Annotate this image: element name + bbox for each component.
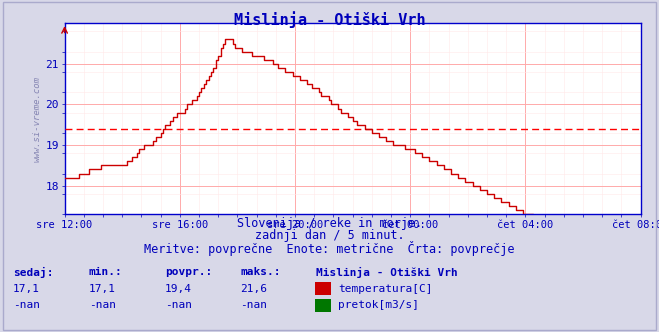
Text: 19,4: 19,4 bbox=[165, 284, 192, 294]
Text: 17,1: 17,1 bbox=[13, 284, 40, 294]
Text: Mislinja - Otiški Vrh: Mislinja - Otiški Vrh bbox=[234, 12, 425, 29]
Text: -nan: -nan bbox=[89, 300, 116, 310]
Text: temperatura[C]: temperatura[C] bbox=[338, 284, 432, 294]
Text: povpr.:: povpr.: bbox=[165, 267, 212, 277]
Text: maks.:: maks.: bbox=[241, 267, 281, 277]
Text: Meritve: povprečne  Enote: metrične  Črta: povprečje: Meritve: povprečne Enote: metrične Črta:… bbox=[144, 241, 515, 256]
Text: min.:: min.: bbox=[89, 267, 123, 277]
Text: -nan: -nan bbox=[165, 300, 192, 310]
Text: sedaj:: sedaj: bbox=[13, 267, 53, 278]
Text: pretok[m3/s]: pretok[m3/s] bbox=[338, 300, 419, 310]
Text: 21,6: 21,6 bbox=[241, 284, 268, 294]
Text: Slovenija / reke in morje.: Slovenija / reke in morje. bbox=[237, 217, 422, 230]
Text: -nan: -nan bbox=[241, 300, 268, 310]
Text: zadnji dan / 5 minut.: zadnji dan / 5 minut. bbox=[254, 229, 405, 242]
Text: 17,1: 17,1 bbox=[89, 284, 116, 294]
Text: www.si-vreme.com: www.si-vreme.com bbox=[33, 76, 42, 162]
Text: Mislinja - Otiški Vrh: Mislinja - Otiški Vrh bbox=[316, 267, 458, 278]
Text: -nan: -nan bbox=[13, 300, 40, 310]
